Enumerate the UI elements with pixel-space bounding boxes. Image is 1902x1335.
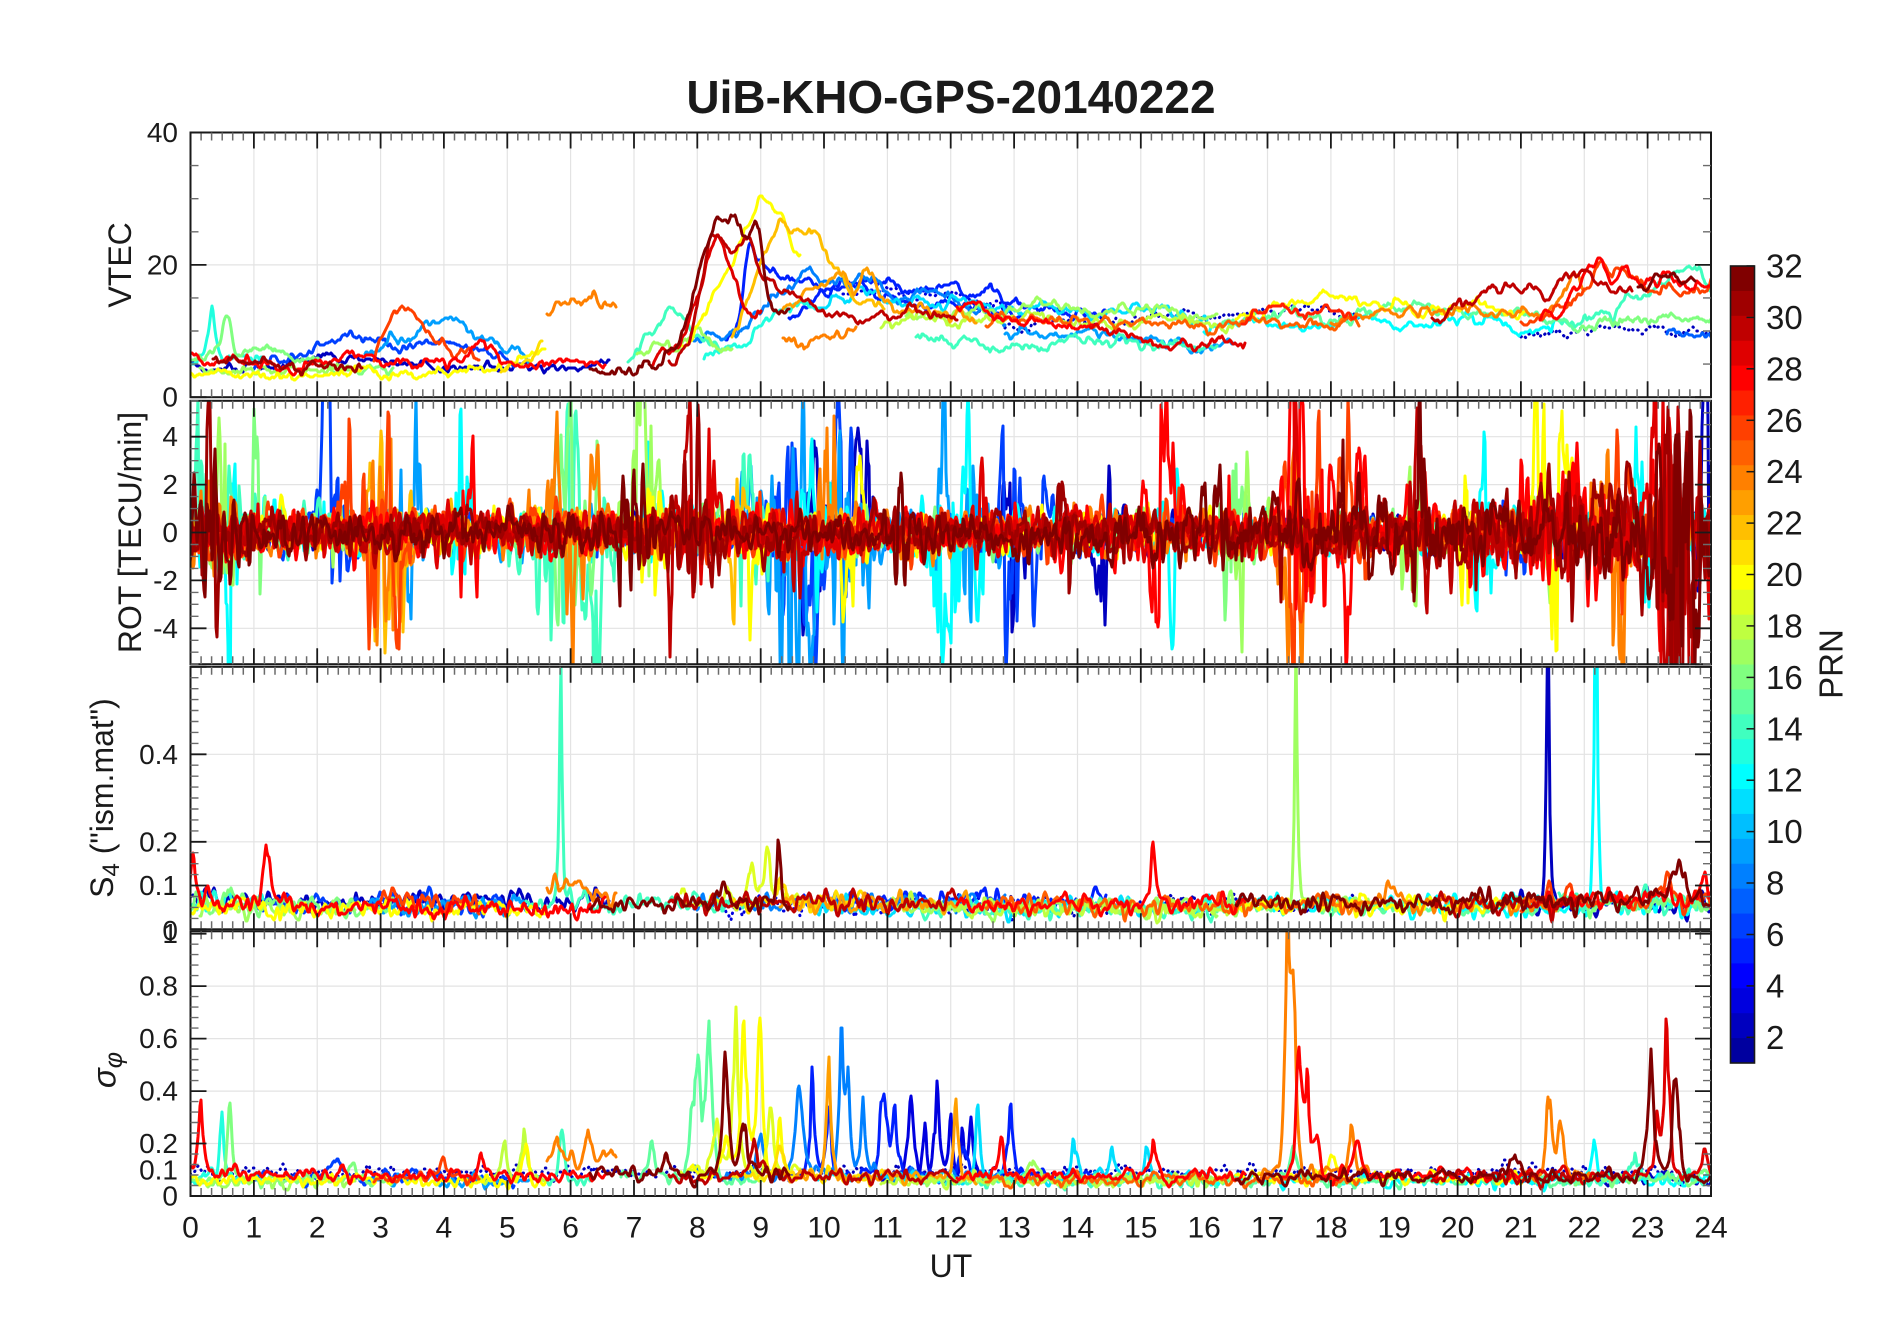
svg-text:30: 30 [1766,299,1803,336]
svg-text:12: 12 [934,1212,967,1245]
svg-text:-4: -4 [153,613,178,644]
svg-text:22: 22 [1766,505,1803,542]
svg-text:6: 6 [562,1212,579,1245]
svg-text:6: 6 [1766,916,1784,953]
svg-text:0.1: 0.1 [139,870,178,901]
svg-text:4: 4 [436,1212,453,1245]
svg-text:10: 10 [1766,813,1803,850]
svg-text:18: 18 [1766,607,1803,644]
svg-text:2: 2 [162,469,178,500]
svg-text:28: 28 [1766,350,1803,387]
svg-text:12: 12 [1766,762,1803,799]
svg-text:-2: -2 [153,565,178,596]
svg-text:0: 0 [162,1181,178,1212]
svg-text:UT: UT [930,1248,973,1284]
svg-text:0.4: 0.4 [139,1076,178,1107]
svg-text:0: 0 [162,517,178,548]
svg-text:2: 2 [309,1212,326,1245]
svg-text:22: 22 [1568,1212,1601,1245]
svg-text:20: 20 [1766,556,1803,593]
svg-text:VTEC: VTEC [102,222,138,307]
svg-text:23: 23 [1631,1212,1664,1245]
svg-text:0.8: 0.8 [139,971,178,1002]
svg-text:4: 4 [1766,967,1784,1004]
svg-text:19: 19 [1378,1212,1411,1245]
svg-text:1: 1 [162,918,178,949]
svg-text:1: 1 [246,1212,263,1245]
svg-text:18: 18 [1314,1212,1347,1245]
svg-text:4: 4 [162,421,178,452]
svg-text:5: 5 [499,1212,516,1245]
svg-text:0: 0 [162,915,178,946]
svg-text:0: 0 [162,382,178,413]
svg-text:2: 2 [1766,1019,1784,1056]
svg-text:ROT [TECU/min]: ROT [TECU/min] [112,412,148,653]
svg-text:13: 13 [997,1212,1030,1245]
svg-text:26: 26 [1766,402,1803,439]
svg-text:24: 24 [1694,1212,1727,1245]
svg-text:14: 14 [1766,710,1803,747]
svg-text:24: 24 [1766,453,1803,490]
svg-text:0.1: 0.1 [139,1154,178,1185]
svg-text:20: 20 [147,249,178,280]
svg-text:32: 32 [1766,248,1803,285]
svg-text:15: 15 [1124,1212,1157,1245]
svg-text:8: 8 [689,1212,706,1245]
svg-text:0.2: 0.2 [139,1128,178,1159]
svg-text:0.4: 0.4 [139,739,178,770]
svg-text:9: 9 [752,1212,769,1245]
svg-text:14: 14 [1061,1212,1094,1245]
svg-text:UiB-KHO-GPS-20140222: UiB-KHO-GPS-20140222 [686,71,1215,123]
svg-text:20: 20 [1441,1212,1474,1245]
svg-text:16: 16 [1766,659,1803,696]
svg-text:11: 11 [872,1212,903,1245]
svg-text:16: 16 [1188,1212,1221,1245]
svg-text:17: 17 [1251,1212,1284,1245]
svg-text:PRN: PRN [1813,629,1850,699]
svg-text:40: 40 [147,117,178,148]
svg-text:0: 0 [182,1212,199,1245]
svg-text:0.6: 0.6 [139,1023,178,1054]
svg-text:8: 8 [1766,865,1784,902]
svg-text:21: 21 [1504,1212,1537,1245]
svg-text:3: 3 [372,1212,389,1245]
svg-text:0.2: 0.2 [139,826,178,857]
svg-text:7: 7 [626,1212,643,1245]
svg-text:10: 10 [807,1212,840,1245]
